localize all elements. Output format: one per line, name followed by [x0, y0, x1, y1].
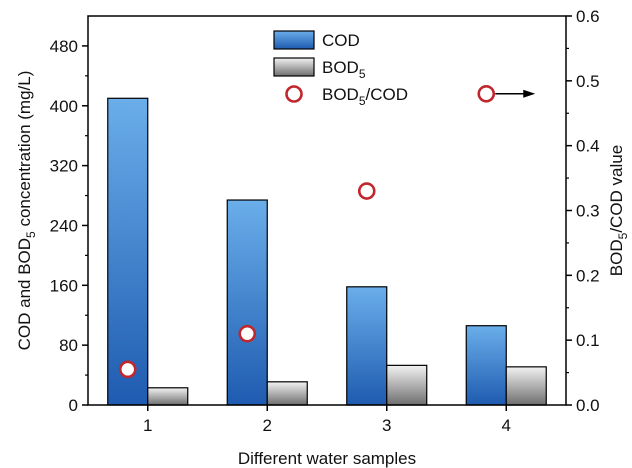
right-tick-label: 0.2 [576, 266, 600, 285]
left-tick-label: 480 [50, 37, 78, 56]
legend-label-subscript: 5 [359, 94, 366, 108]
left-tick-label: 160 [50, 276, 78, 295]
bod5-cod-ratio-point [238, 324, 257, 343]
bod5-cod-ratio-point [477, 85, 496, 103]
left-axis-title: COD and BOD5 concentration (mg/L) [15, 71, 38, 351]
legend-label-subscript: 5 [359, 67, 366, 81]
legend-label-suffix: /COD [366, 85, 409, 104]
legend-label-main: COD [322, 31, 360, 50]
legend-label: BOD5 [322, 58, 366, 81]
annotation [495, 89, 536, 98]
x-tick-label: 3 [382, 416, 391, 435]
left-tick-label: 320 [50, 157, 78, 176]
right-axis: 0.0 0.1 0.2 0.3 0.4 0.5 0.6 [566, 7, 600, 415]
cod-bar [465, 325, 507, 406]
right-axis-title-suffix: /COD value [607, 145, 626, 233]
left-tick-label: 0 [69, 396, 78, 415]
cod-bar [346, 286, 388, 406]
bars-layer [107, 97, 547, 406]
right-axis-title-subscript: 5 [616, 232, 630, 239]
bod5-bar [147, 387, 189, 406]
left-tick-label: 400 [50, 97, 78, 116]
bod5-cod-ratio-point [118, 360, 137, 379]
right-tick-label: 0.5 [576, 72, 600, 91]
left-axis-title-subscript: 5 [24, 231, 38, 238]
cod-bar [226, 199, 268, 406]
right-tick-label: 0.1 [576, 331, 600, 350]
right-axis-title: BOD5/COD value [607, 145, 630, 276]
left-tick-label: 80 [59, 336, 78, 355]
right-axis-title-main: BOD [607, 239, 626, 276]
x-tick-label: 1 [143, 416, 152, 435]
bod5-bar [266, 381, 308, 406]
left-axis: 0 80 160 240 320 400 480 [50, 37, 88, 415]
x-axis-title: Different water samples [238, 449, 416, 468]
x-tick-label: 4 [502, 416, 511, 435]
legend-label-main: BOD [322, 85, 359, 104]
bod5-bar [386, 364, 428, 406]
legend-swatch-bod5 [273, 57, 315, 77]
left-tick-label: 240 [50, 216, 78, 235]
right-tick-label: 0.3 [576, 202, 600, 221]
legend-label: COD [322, 31, 360, 50]
right-tick-label: 0.4 [576, 137, 600, 156]
legend-label: BOD5/COD [322, 85, 408, 108]
x-axis: 1 2 3 4 [143, 405, 511, 435]
right-tick-label: 0.0 [576, 396, 600, 415]
bod5-cod-ratio-point [357, 182, 376, 200]
legend-label-main: BOD [322, 58, 359, 77]
left-axis-title-suffix: concentration (mg/L) [15, 71, 34, 232]
right-tick-label: 0.6 [576, 7, 600, 26]
legend-swatch-cod [273, 30, 315, 50]
points-layer [118, 85, 496, 379]
x-tick-label: 2 [263, 416, 272, 435]
bod5-bar [505, 366, 547, 406]
cod-bar [107, 97, 149, 406]
right-axis-arrow-head [523, 89, 536, 98]
legend-marker-ratio [285, 85, 303, 103]
left-axis-title-main: COD and BOD [15, 238, 34, 350]
